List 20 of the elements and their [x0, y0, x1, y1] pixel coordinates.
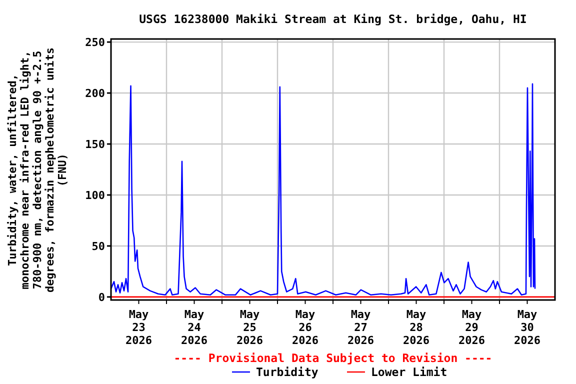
y-tick-label: 200 — [85, 86, 105, 100]
y-tick-label: 250 — [85, 36, 105, 49]
x-tick-label: May 24 2026 — [181, 308, 208, 347]
x-tick-label: May 30 2026 — [514, 308, 541, 347]
x-tick-label: May 29 2026 — [458, 308, 486, 347]
y-tick-label: 100 — [85, 188, 105, 202]
x-tick-label: May 27 2026 — [348, 308, 374, 347]
x-tick-label: May 26 2026 — [292, 308, 319, 347]
x-tick-label: May 25 2026 — [236, 308, 264, 347]
y-axis-title: Turbidity, water, unfiltered, monochrome near infra-red LED light, 780-900 nm, detection angle 90 +-2.5 degrees, formazin nephelometric units (FNU) — [6, 47, 69, 293]
y-tick-label: 0 — [98, 290, 105, 304]
legend-label: Lower Limit — [371, 365, 448, 379]
x-tick-label: May 28 2026 — [403, 308, 430, 347]
y-tick-label: 150 — [85, 138, 105, 151]
chart-title: USGS 16238000 Makiki Stream at King St. bridge, Oahu, HI — [139, 12, 527, 26]
x-tick-label: May 23 2026 — [126, 308, 152, 347]
y-tick-label: 50 — [92, 240, 105, 253]
legend-label: Turbidity — [256, 365, 318, 379]
line-series — [110, 83, 536, 296]
text: ---- Provisional Data Subject to Revision ---- — [174, 351, 492, 365]
